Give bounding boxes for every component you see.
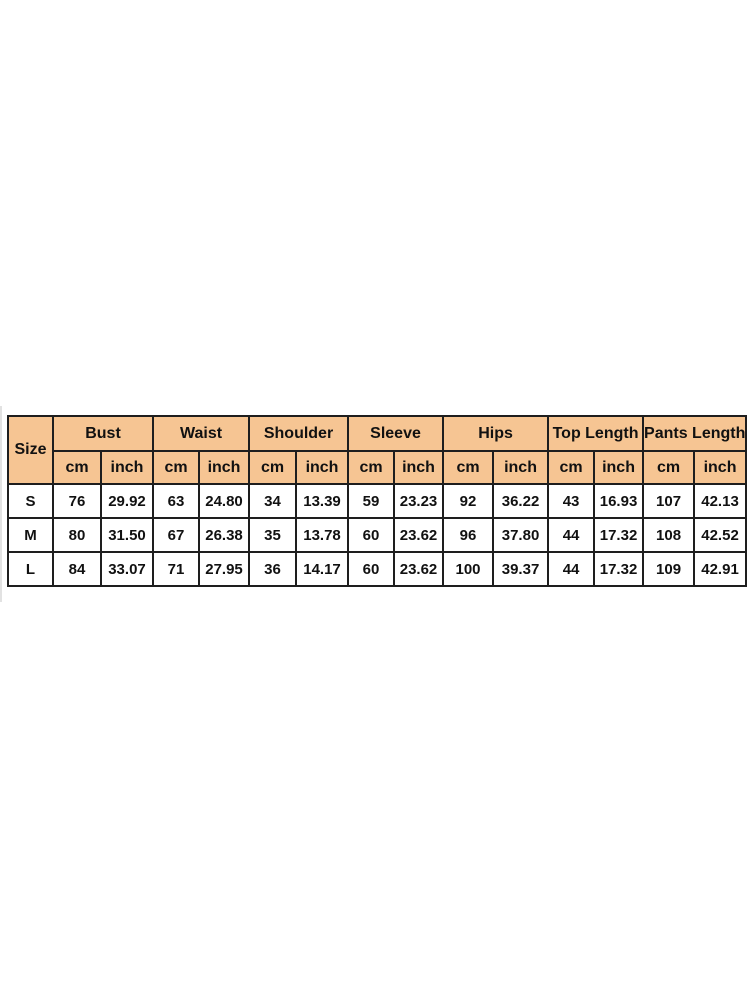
measurement-cell: 16.93 bbox=[593, 483, 645, 519]
unit-header-cm: cm bbox=[642, 450, 696, 485]
unit-header-cm: cm bbox=[52, 450, 102, 485]
unit-header-cm: cm bbox=[248, 450, 298, 485]
measurement-cell: 108 bbox=[642, 517, 696, 553]
table-row-size-s: S 76 29.92 63 24.80 34 13.39 59 23.23 92… bbox=[7, 483, 748, 519]
measurement-cell: 76 bbox=[52, 483, 102, 519]
measurement-cell: 60 bbox=[347, 551, 396, 587]
size-row-label: M bbox=[7, 517, 54, 553]
measurement-cell: 33.07 bbox=[100, 551, 154, 587]
image-edge-line bbox=[0, 406, 2, 602]
measurement-cell: 36 bbox=[248, 551, 298, 587]
measurement-cell: 80 bbox=[52, 517, 102, 553]
measurement-cell: 96 bbox=[442, 517, 495, 553]
measurement-cell: 63 bbox=[152, 483, 200, 519]
unit-header-row: cm inch cm inch cm inch cm inch cm inch … bbox=[8, 450, 748, 485]
measurement-cell: 59 bbox=[347, 483, 396, 519]
measurement-cell: 17.32 bbox=[593, 517, 645, 553]
measurement-cell: 24.80 bbox=[197, 483, 251, 519]
measurement-cell: 31.50 bbox=[100, 517, 154, 553]
measurement-cell: 13.39 bbox=[295, 483, 350, 519]
measurement-cell: 42.91 bbox=[693, 551, 748, 587]
measurement-cell: 36.22 bbox=[492, 483, 550, 519]
measurement-cell: 43 bbox=[547, 483, 596, 519]
table-row-size-m: M 80 31.50 67 26.38 35 13.78 60 23.62 96… bbox=[7, 517, 748, 553]
measurement-cell: 60 bbox=[347, 517, 396, 553]
unit-header-cm: cm bbox=[152, 450, 200, 485]
measurement-cell: 27.95 bbox=[197, 551, 251, 587]
unit-header-inch: inch bbox=[393, 450, 445, 485]
unit-header-inch: inch bbox=[100, 450, 154, 485]
unit-header-cm: cm bbox=[442, 450, 495, 485]
group-header-top-length: Top Length bbox=[547, 415, 645, 452]
group-header-pants-length: Pants Length bbox=[642, 415, 748, 452]
group-header-bust: Bust bbox=[52, 415, 154, 452]
unit-header-inch: inch bbox=[492, 450, 550, 485]
measurement-cell: 44 bbox=[547, 551, 596, 587]
group-header-waist: Waist bbox=[151, 415, 251, 452]
measurement-cell: 34 bbox=[248, 483, 298, 519]
size-row-label: S bbox=[7, 483, 54, 519]
unit-header-cm: cm bbox=[347, 450, 396, 485]
measurement-cell: 23.62 bbox=[393, 517, 445, 553]
measurement-cell: 44 bbox=[547, 517, 596, 553]
measurement-cell: 37.80 bbox=[492, 517, 550, 553]
group-header-sleeve: Sleeve bbox=[347, 415, 445, 452]
group-header-row: Size Bust Waist Shoulder Sleeve Hips Top… bbox=[7, 415, 748, 485]
size-chart-table: Size Bust Waist Shoulder Sleeve Hips Top… bbox=[7, 415, 748, 587]
measurement-cell: 100 bbox=[442, 551, 495, 587]
measurement-cell: 35 bbox=[248, 517, 298, 553]
measurement-cell: 39.37 bbox=[492, 551, 550, 587]
group-header-shoulder: Shoulder bbox=[248, 415, 350, 452]
measurement-cell: 13.78 bbox=[295, 517, 350, 553]
measurement-cell: 14.17 bbox=[295, 551, 350, 587]
measurement-cell: 42.13 bbox=[693, 483, 748, 519]
size-corner-header: Size bbox=[7, 415, 54, 485]
measurement-cell: 84 bbox=[52, 551, 102, 587]
group-header-hips: Hips bbox=[442, 415, 550, 452]
measurement-cell: 107 bbox=[642, 483, 696, 519]
table-row-size-l: L 84 33.07 71 27.95 36 14.17 60 23.62 10… bbox=[7, 551, 748, 587]
size-row-label: L bbox=[7, 551, 54, 587]
unit-header-inch: inch bbox=[693, 450, 748, 485]
measurement-cell: 29.92 bbox=[100, 483, 154, 519]
unit-header-inch: inch bbox=[295, 450, 350, 485]
measurement-cell: 109 bbox=[642, 551, 696, 587]
measurement-cell: 67 bbox=[152, 517, 200, 553]
measurement-cell: 71 bbox=[152, 551, 200, 587]
unit-header-inch: inch bbox=[197, 450, 251, 485]
unit-header-inch: inch bbox=[593, 450, 645, 485]
measurement-cell: 23.62 bbox=[393, 551, 445, 587]
measurement-cell: 92 bbox=[442, 483, 495, 519]
measurement-cell: 42.52 bbox=[693, 517, 748, 553]
measurement-cell: 26.38 bbox=[197, 517, 251, 553]
unit-header-cm: cm bbox=[547, 450, 596, 485]
measurement-cell: 17.32 bbox=[593, 551, 645, 587]
measurement-cell: 23.23 bbox=[393, 483, 445, 519]
